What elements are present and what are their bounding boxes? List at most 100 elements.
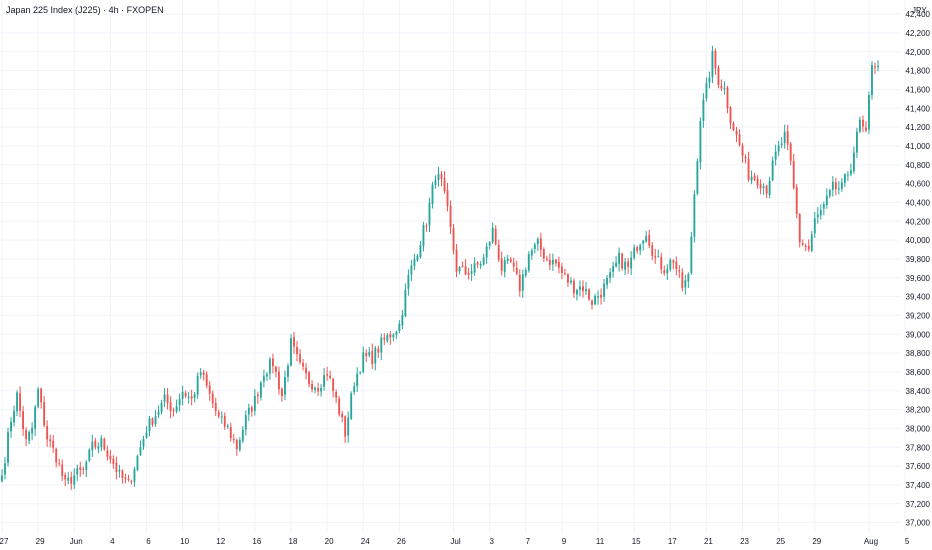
x-tick-label: 7 [526, 537, 531, 546]
candle [518, 269, 521, 297]
candle [148, 416, 151, 437]
candle-body [446, 189, 449, 206]
y-tick-label: 40,000 [906, 236, 931, 245]
candle [79, 461, 82, 477]
candle-body [642, 240, 645, 244]
candle [615, 256, 618, 268]
candle-body [311, 383, 313, 390]
candle-body [630, 257, 633, 269]
candle-body [545, 258, 548, 260]
candle-body [401, 315, 404, 326]
candle-body [380, 337, 383, 353]
candle [846, 171, 849, 181]
candle-body [64, 475, 67, 480]
candle [837, 181, 840, 195]
candle [446, 182, 449, 212]
candle-body [293, 337, 295, 347]
candle-body [783, 131, 786, 144]
candle-body [834, 182, 837, 190]
candle-body [597, 295, 599, 298]
candle [582, 280, 584, 298]
y-tick-label: 38,600 [906, 368, 931, 377]
candle [76, 464, 79, 482]
candle-body [714, 50, 717, 69]
candle [711, 45, 714, 84]
candle [684, 274, 687, 295]
candle [458, 265, 461, 275]
candle [401, 309, 404, 330]
candle [828, 188, 831, 199]
candle-body [40, 388, 43, 403]
candle-body [28, 432, 31, 441]
candle [636, 245, 639, 254]
candle-body [762, 186, 765, 189]
candle [807, 239, 810, 252]
candle [768, 176, 771, 199]
candle [747, 151, 750, 182]
candle-body [154, 416, 157, 425]
candle [831, 176, 834, 197]
candle-body [576, 289, 578, 295]
candle-body [226, 425, 229, 427]
candle [539, 232, 542, 257]
candle-body [777, 145, 780, 152]
candle [557, 256, 560, 274]
candle [31, 422, 34, 441]
candle-body [518, 274, 521, 292]
candle [663, 265, 666, 276]
candle [302, 358, 304, 371]
candle [323, 367, 326, 391]
candle [473, 257, 476, 276]
x-tick-label: 26 [397, 537, 406, 546]
candle [600, 288, 602, 305]
candle-body [645, 235, 648, 242]
candle-body [494, 228, 497, 245]
candle-body [723, 88, 726, 90]
candle [25, 427, 28, 447]
candle [624, 257, 627, 276]
candle [10, 417, 12, 438]
candle-body [184, 393, 187, 397]
candle-body [160, 402, 163, 412]
candle-body [428, 203, 431, 226]
candle-body [422, 225, 425, 247]
candle [329, 370, 332, 380]
candle-body [187, 396, 190, 398]
candle [859, 116, 861, 134]
x-tick-label: Jun [70, 537, 83, 546]
candle-body [19, 393, 21, 411]
candle [753, 172, 756, 181]
candle [196, 372, 199, 399]
candle-body [175, 406, 178, 412]
candle-body [208, 385, 211, 394]
candle [657, 249, 660, 258]
candle [271, 353, 274, 374]
candle-body [383, 337, 386, 340]
candle-body [506, 258, 509, 261]
price-axis[interactable]: 37,000 37,200 37,400 37,600 37,800 38,000 38,2… [906, 10, 931, 527]
candle-body [624, 261, 627, 270]
candle [64, 472, 67, 487]
candle [515, 260, 518, 276]
candle [389, 330, 392, 345]
candle [443, 171, 446, 194]
candle [151, 417, 154, 427]
candle [163, 387, 166, 408]
candle [840, 178, 843, 192]
candle-body [633, 247, 636, 258]
candle [642, 239, 645, 251]
candle [169, 396, 172, 419]
time-axis[interactable]: 27 29 Jun 4 6 10 12 16 18 20 24 26 Jul 3 7 9 11 15 17 21 23 2… [0, 537, 932, 546]
candle-body [359, 372, 362, 374]
candle [34, 404, 37, 436]
candle [338, 395, 341, 417]
candle-body [425, 225, 428, 227]
x-tick-label: 24 [361, 537, 370, 546]
candle-body [377, 348, 380, 353]
candle-body [247, 407, 250, 415]
candle-body [70, 476, 73, 484]
candle [320, 384, 323, 397]
candle [344, 415, 347, 444]
candle [654, 248, 657, 264]
